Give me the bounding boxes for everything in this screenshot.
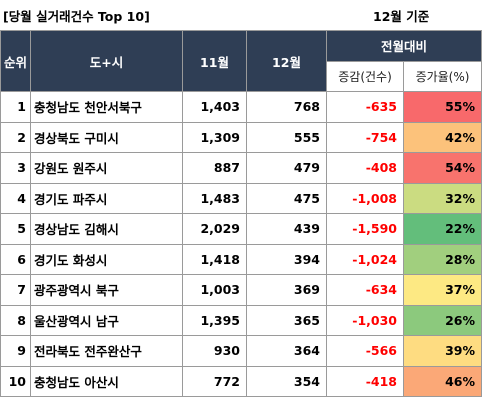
december-cell: 369	[246, 274, 327, 306]
rate-cell: 32%	[402, 182, 482, 214]
rank-cell: 9	[0, 335, 31, 367]
rank-cell: 5	[0, 213, 31, 245]
change-cell: -1,024	[326, 243, 404, 275]
region-cell: 경기도 화성시	[30, 243, 183, 275]
november-cell: 1,003	[182, 274, 247, 306]
table-row: 9 전라북도 전주완산구 930 364 -566 39%	[0, 335, 482, 367]
header-row-1: 순위 도+시 11월 12월 전월대비	[0, 30, 482, 92]
november-cell: 930	[182, 335, 247, 367]
table-row: 2 경상북도 구미시 1,309 555 -754 42%	[0, 121, 482, 153]
rank-cell: 4	[0, 182, 31, 214]
header-change-count: 증감(건수)	[326, 60, 404, 92]
december-cell: 394	[246, 243, 327, 275]
region-cell: 광주광역시 북구	[30, 274, 183, 306]
rate-cell: 39%	[402, 335, 482, 367]
rank-cell: 10	[0, 365, 31, 397]
change-cell: -1,008	[326, 182, 404, 214]
rate-cell: 28%	[402, 243, 482, 275]
rate-cell: 22%	[402, 213, 482, 245]
december-cell: 365	[246, 304, 327, 336]
region-cell: 울산광역시 남구	[30, 304, 183, 336]
november-cell: 1,418	[182, 243, 247, 275]
table-row: 10 충청남도 아산시 772 354 -418 46%	[0, 365, 482, 397]
region-cell: 경상북도 구미시	[30, 121, 183, 153]
change-cell: -1,030	[326, 304, 404, 336]
december-cell: 475	[246, 182, 327, 214]
header-november: 11월	[182, 30, 247, 92]
november-cell: 887	[182, 152, 247, 184]
region-cell: 전라북도 전주완산구	[30, 335, 183, 367]
table-row: 8 울산광역시 남구 1,395 365 -1,030 26%	[0, 304, 482, 336]
november-cell: 1,403	[182, 91, 247, 123]
header-month-over-month: 전월대비	[325, 30, 482, 62]
rate-cell: 37%	[402, 274, 482, 306]
rank-cell: 7	[0, 274, 31, 306]
table-row: 7 광주광역시 북구 1,003 369 -634 37%	[0, 274, 482, 306]
table-row: 5 경상남도 김해시 2,029 439 -1,590 22%	[0, 213, 482, 245]
table-row: 3 강원도 원주시 887 479 -408 54%	[0, 152, 482, 184]
region-cell: 경기도 파주시	[30, 182, 183, 214]
rank-cell: 6	[0, 243, 31, 275]
december-cell: 439	[246, 213, 327, 245]
header-row-2: 증감(건수) 증가율(%)	[1, 60, 482, 92]
change-cell: -634	[326, 274, 404, 306]
table-title: [당월 실거래건수 Top 10]	[3, 9, 150, 24]
change-cell: -566	[326, 335, 404, 367]
rank-cell: 1	[0, 91, 31, 123]
rank-cell: 8	[0, 304, 31, 336]
change-cell: -408	[326, 152, 404, 184]
header-rank: 순위	[0, 30, 31, 92]
region-cell: 충청남도 천안서북구	[30, 91, 183, 123]
november-cell: 1,395	[182, 304, 247, 336]
change-cell: -635	[326, 91, 404, 123]
december-cell: 768	[246, 91, 327, 123]
november-cell: 772	[182, 365, 247, 397]
change-cell: -754	[326, 121, 404, 153]
rate-cell: 42%	[402, 121, 482, 153]
december-cell: 555	[246, 121, 327, 153]
table-body: 1 충청남도 천안서북구 1,403 768 -635 55% 2 경상북도 구미시 1,309…	[0, 91, 482, 397]
region-cell: 경상남도 김해시	[30, 213, 183, 245]
december-cell: 479	[246, 152, 327, 184]
november-cell: 2,029	[182, 213, 247, 245]
table-row: 4 경기도 파주시 1,483 475 -1,008 32%	[0, 182, 482, 214]
november-cell: 1,309	[182, 121, 247, 153]
rank-cell: 3	[0, 152, 31, 184]
region-cell: 충청남도 아산시	[30, 365, 183, 397]
change-cell: -418	[326, 365, 404, 397]
title-bar: [당월 실거래건수 Top 10] 12월 기준	[0, 0, 482, 28]
top10-table: 순위 도+시 11월 12월 전월대비 증감(건수) 증가율(%) 1 충청남도 …	[0, 30, 482, 397]
december-cell: 354	[246, 365, 327, 397]
header-december: 12월	[246, 30, 327, 92]
rate-cell: 55%	[402, 91, 482, 123]
change-cell: -1,590	[326, 213, 404, 245]
rate-cell: 54%	[402, 152, 482, 184]
rate-cell: 26%	[402, 304, 482, 336]
table-row: 1 충청남도 천안서북구 1,403 768 -635 55%	[0, 91, 482, 123]
rank-cell: 2	[0, 121, 31, 153]
rate-cell: 46%	[402, 365, 482, 397]
november-cell: 1,483	[182, 182, 247, 214]
header-region: 도+시	[30, 30, 183, 92]
header-change-rate: 증가율(%)	[402, 60, 482, 92]
region-cell: 강원도 원주시	[30, 152, 183, 184]
december-cell: 364	[246, 335, 327, 367]
table-row: 6 경기도 화성시 1,418 394 -1,024 28%	[0, 243, 482, 275]
basis-label: 12월 기준	[373, 9, 430, 24]
